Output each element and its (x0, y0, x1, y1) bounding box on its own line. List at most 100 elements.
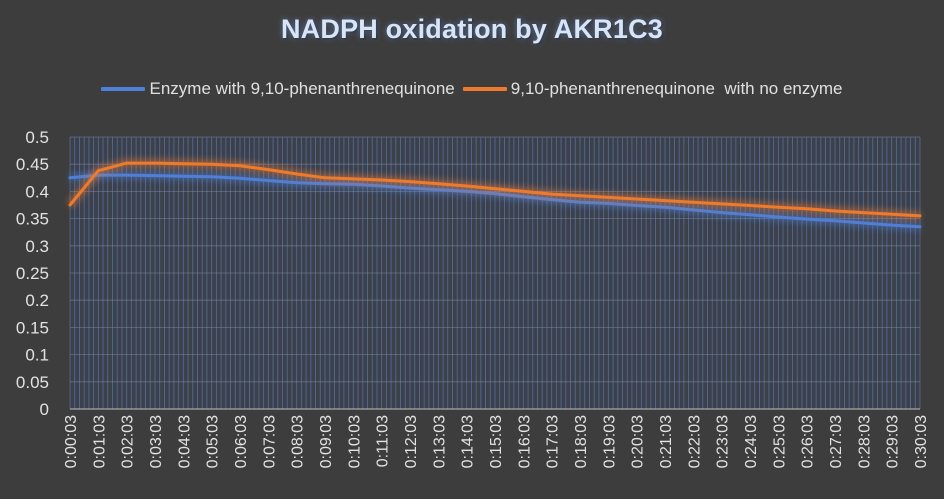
data-point (323, 176, 327, 179)
data-point (550, 192, 553, 196)
data-point (323, 182, 327, 185)
data-point (380, 178, 383, 182)
data-point (408, 180, 412, 183)
data-point (635, 204, 638, 207)
legend-label-no-enzyme: 9,10-phenanthrenequinone with no enzyme (510, 79, 843, 98)
x-tick-label: 0:18:03 (573, 415, 590, 468)
data-point (890, 223, 893, 227)
y-tick-label: 0.35 (16, 210, 49, 229)
legend-item-enzyme: Enzyme with 9,10-phenanthrenequinone (101, 79, 455, 99)
data-point (748, 204, 752, 207)
y-tick-label: 0.05 (16, 373, 49, 392)
x-tick-label: 0:04:03 (176, 415, 193, 468)
data-point (918, 225, 922, 228)
y-tick-label: 0.4 (25, 182, 49, 201)
x-tick-label: 0:12:03 (403, 415, 420, 468)
data-point (607, 202, 610, 205)
legend-swatch-no-enzyme (462, 87, 507, 91)
data-point (833, 219, 837, 222)
x-tick-label: 0:00:03 (63, 415, 80, 468)
data-point (550, 198, 553, 201)
data-point (663, 199, 667, 202)
x-tick-label: 0:20:03 (630, 415, 647, 468)
data-point (408, 186, 412, 190)
data-point (578, 194, 582, 197)
legend: Enzyme with 9,10-phenanthrenequinone 9,1… (0, 79, 944, 99)
x-tick-label: 0:16:03 (516, 415, 533, 468)
y-tick-label: 0.1 (25, 346, 49, 365)
data-point (238, 177, 242, 180)
data-point (68, 203, 72, 207)
data-point (805, 207, 808, 211)
data-point (182, 162, 185, 165)
data-point (153, 161, 157, 165)
data-point (182, 174, 185, 178)
x-tick-label: 0:21:03 (658, 415, 675, 468)
data-point (437, 188, 440, 191)
data-point (153, 174, 157, 177)
x-tick-label: 0:25:03 (771, 415, 788, 468)
data-point (805, 217, 808, 221)
x-tick-label: 0:03:03 (148, 415, 165, 468)
y-tick-label: 0.25 (16, 264, 49, 283)
data-point (692, 201, 695, 204)
data-point (635, 197, 638, 201)
data-point (748, 213, 752, 216)
y-tick-label: 0.2 (25, 291, 49, 310)
data-point (295, 181, 298, 184)
x-tick-label: 0:30:03 (913, 415, 930, 468)
x-tick-label: 0:26:03 (800, 415, 817, 468)
x-tick-label: 0:08:03 (290, 415, 307, 468)
data-point (578, 201, 582, 204)
data-point (918, 214, 922, 218)
data-point (125, 161, 128, 165)
data-point (352, 183, 355, 186)
x-tick-label: 0:24:03 (743, 415, 760, 468)
y-tick-label: 0.15 (16, 318, 49, 337)
y-tick-label: 0.3 (25, 237, 49, 256)
x-tick-label: 0:17:03 (545, 415, 562, 468)
x-tick-label: 0:22:03 (686, 415, 703, 468)
y-tick-label: 0 (40, 400, 49, 419)
data-point (437, 182, 440, 185)
data-point (833, 209, 837, 213)
data-point (68, 176, 72, 179)
data-point (210, 175, 213, 178)
x-tick-label: 0:07:03 (261, 415, 278, 468)
data-point (380, 184, 383, 188)
data-point (267, 168, 270, 171)
data-point (295, 172, 298, 176)
data-point (692, 208, 695, 212)
data-point (720, 202, 723, 206)
data-point (720, 211, 723, 214)
series-2 (66, 158, 922, 221)
y-tick-label: 0.5 (25, 128, 49, 147)
legend-item-no-enzyme: 9,10-phenanthrenequinone with no enzyme (462, 79, 843, 99)
x-tick-label: 0:13:03 (431, 415, 448, 468)
x-tick-label: 0:01:03 (91, 415, 108, 468)
data-point (238, 164, 242, 168)
x-tick-label: 0:19:03 (601, 415, 618, 468)
x-axis-ticks: 0:00:03 0:01:03 0:02:03 0:03:03 0:04:03 0:05:… (63, 415, 930, 468)
x-tick-label: 0:14:03 (460, 415, 477, 468)
x-tick-label: 0:06:03 (233, 415, 250, 468)
data-point (522, 190, 525, 193)
data-point (862, 221, 865, 225)
chart-title: NADPH oxidation by AKR1C3 (280, 14, 664, 44)
data-point (352, 177, 355, 181)
x-tick-label: 0:11:03 (375, 415, 392, 467)
data-point (493, 187, 497, 190)
data-point (125, 173, 128, 177)
x-tick-label: 0:02:03 (120, 415, 137, 468)
data-point (267, 179, 270, 182)
series-1 (68, 170, 922, 232)
y-axis-ticks: 0 0.05 0.1 0.15 0.2 0.25 0.3 0.35 0.4 0.45 0.5 (16, 128, 49, 419)
data-point (607, 196, 610, 199)
x-tick-label: 0:23:03 (715, 415, 732, 468)
data-point (862, 211, 865, 214)
data-point (890, 213, 893, 216)
data-point (777, 205, 780, 209)
x-tick-label: 0:10:03 (346, 415, 363, 468)
